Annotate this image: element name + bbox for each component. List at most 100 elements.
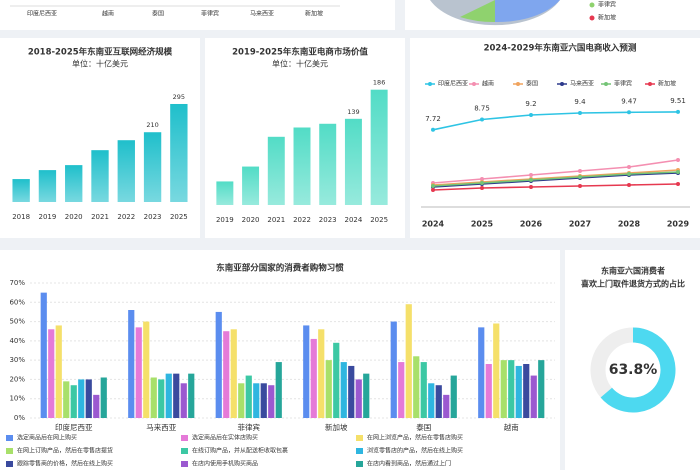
legend-label: 选定商品后在网上购买 — [17, 434, 77, 442]
point — [676, 109, 680, 114]
card — [565, 250, 700, 470]
bar — [253, 383, 260, 418]
x-tick-label: 新加坡 — [305, 10, 323, 18]
bar — [65, 165, 83, 202]
x-tick-label: 2020 — [242, 216, 260, 224]
bar — [355, 379, 362, 418]
series-line — [432, 183, 679, 191]
legend-label: 菲律宾 — [598, 1, 616, 9]
bar — [216, 181, 234, 205]
x-tick-label: 菲律宾 — [238, 422, 261, 432]
point — [480, 177, 484, 181]
y-tick-label: 30% — [9, 356, 25, 364]
chart-subtitle: 单位：十亿美元 — [72, 59, 128, 69]
x-tick-label: 印度尼西亚 — [27, 10, 57, 18]
bar — [390, 321, 397, 418]
x-tick-label: 2019 — [216, 216, 234, 224]
legend-label: 新加坡 — [598, 14, 616, 22]
x-tick-label: 菲律宾 — [201, 10, 219, 18]
bar — [405, 304, 412, 418]
x-tick-label: 2024 — [422, 220, 445, 229]
bar — [135, 327, 142, 418]
bar — [344, 118, 362, 205]
bar — [275, 362, 282, 418]
legend-swatch — [648, 82, 652, 86]
point — [676, 170, 680, 174]
x-tick-label: 2027 — [569, 220, 591, 229]
bar — [173, 373, 180, 418]
legend-swatch — [356, 448, 363, 454]
legend-swatch — [181, 448, 188, 454]
x-tick-label: 2022 — [293, 216, 311, 224]
bar — [538, 360, 545, 418]
bar — [158, 379, 165, 418]
x-tick-label: 泰国 — [152, 10, 164, 18]
y-tick-label: 50% — [9, 318, 25, 326]
point — [578, 184, 582, 188]
point — [431, 127, 435, 132]
bar — [143, 321, 150, 418]
bar — [143, 132, 162, 202]
bar — [223, 331, 230, 418]
data-label: 9.4 — [574, 98, 586, 106]
point — [578, 169, 582, 173]
legend-swatch — [356, 435, 363, 441]
chart-subtitle: 单位：十亿美元 — [272, 59, 328, 69]
bar — [370, 89, 388, 205]
data-label: 9.47 — [621, 97, 637, 105]
chart-subtitle: 喜欢上门取件退货方式的占比 — [581, 279, 685, 289]
legend-swatch — [589, 15, 595, 21]
x-tick-label: 泰国 — [416, 422, 431, 432]
chart-title: 东南亚六国消费者 — [601, 266, 665, 276]
legend-label: 跟踪零售商的价格，然后在线上购买 — [17, 460, 113, 468]
x-tick-label: 2023 — [319, 216, 337, 224]
legend-swatch — [472, 82, 476, 86]
top-card — [0, 0, 395, 30]
bar — [450, 375, 457, 418]
x-tick-label: 2026 — [520, 220, 543, 229]
bar — [319, 123, 337, 205]
legend-label: 新加坡 — [658, 80, 676, 88]
point — [676, 182, 680, 186]
y-tick-label: 10% — [9, 395, 25, 403]
bar — [485, 364, 492, 418]
x-tick-label: 马来西亚 — [250, 10, 274, 18]
y-tick-label: 20% — [9, 375, 25, 383]
bar — [40, 292, 47, 418]
bar — [242, 166, 260, 205]
legend-swatch — [560, 82, 564, 86]
center-label: 63.8% — [609, 362, 658, 378]
x-tick-label: 马来西亚 — [146, 423, 176, 432]
data-label: 186 — [373, 79, 385, 87]
series-line — [432, 159, 679, 184]
x-tick-label: 2025 — [170, 213, 188, 221]
bar — [310, 338, 317, 418]
bar — [165, 373, 172, 418]
y-tick-label: 40% — [9, 337, 25, 345]
x-tick-label: 2024 — [345, 216, 363, 224]
bar — [428, 383, 435, 418]
bar — [63, 381, 70, 418]
bar — [435, 385, 442, 418]
bar — [12, 179, 30, 202]
chart-title: 2019-2025年东南亚电商市场价值 — [232, 47, 368, 58]
point — [578, 175, 582, 179]
legend-swatch — [181, 435, 188, 441]
legend-label: 浏览零售店的产品，然后在线上购买 — [367, 447, 463, 455]
series-line — [432, 171, 679, 187]
legend-label: 马来西亚 — [570, 80, 594, 88]
legend-swatch — [589, 2, 595, 8]
x-tick-label: 2022 — [117, 213, 135, 221]
x-tick-label: 2029 — [667, 220, 690, 229]
bar — [530, 375, 537, 418]
bar — [128, 310, 135, 418]
y-tick-label: 0% — [14, 414, 25, 422]
point — [480, 181, 484, 185]
bar — [188, 373, 195, 418]
bar — [523, 364, 530, 418]
bar — [340, 362, 347, 418]
bar — [267, 136, 285, 205]
x-tick-label: 2021 — [267, 216, 285, 224]
series-line — [432, 172, 679, 188]
